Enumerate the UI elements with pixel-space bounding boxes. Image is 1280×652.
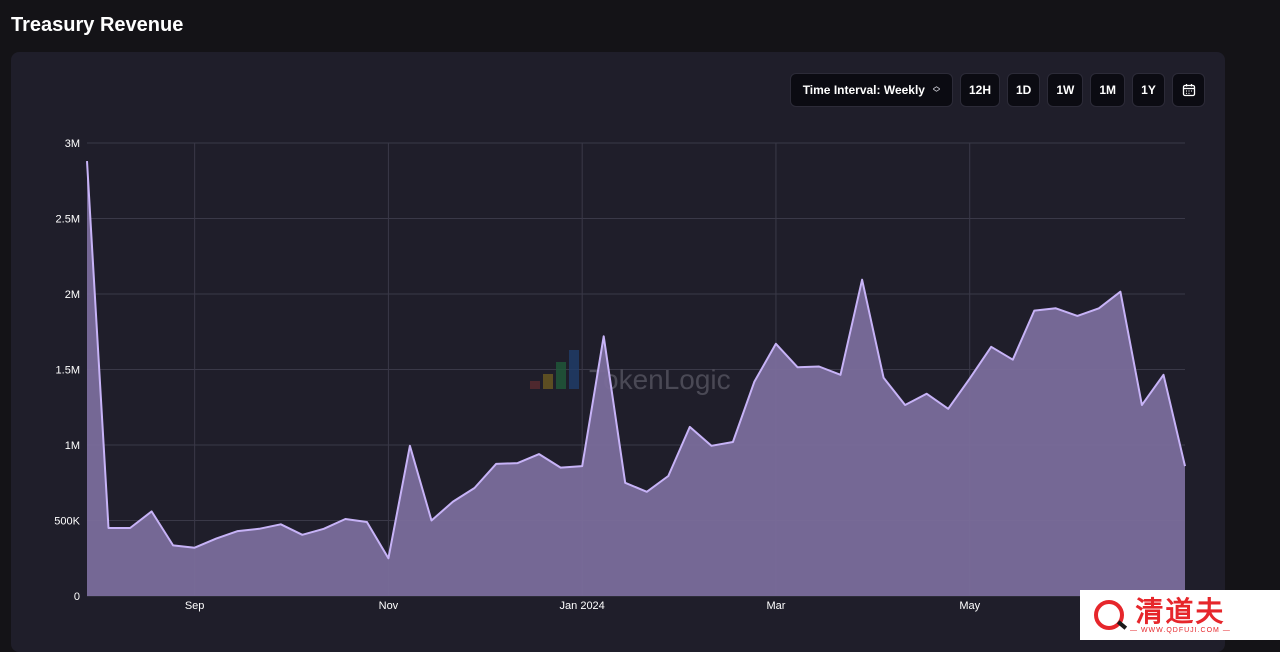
data-point[interactable] bbox=[881, 375, 887, 381]
x-tick-label: May bbox=[959, 600, 980, 612]
data-point[interactable] bbox=[622, 480, 628, 486]
x-tick-label: Mar bbox=[766, 600, 785, 612]
data-point[interactable] bbox=[149, 508, 155, 514]
data-point[interactable] bbox=[235, 528, 241, 534]
data-point[interactable] bbox=[644, 489, 650, 495]
data-point[interactable] bbox=[687, 424, 693, 430]
data-point[interactable] bbox=[988, 344, 994, 350]
calendar-icon bbox=[1182, 84, 1195, 97]
y-tick-label: 2M bbox=[65, 289, 80, 301]
range-button-1y[interactable]: 1Y bbox=[1132, 73, 1165, 107]
data-point[interactable] bbox=[1117, 289, 1123, 295]
data-point[interactable] bbox=[428, 518, 434, 524]
data-point[interactable] bbox=[945, 406, 951, 412]
data-point[interactable] bbox=[342, 516, 348, 522]
brand-text: 清道夫 bbox=[1135, 594, 1226, 628]
data-point[interactable] bbox=[170, 542, 176, 548]
y-tick-label: 1.5M bbox=[56, 365, 80, 377]
data-point[interactable] bbox=[708, 443, 714, 449]
data-point[interactable] bbox=[730, 439, 736, 445]
data-point[interactable] bbox=[450, 499, 456, 505]
data-point[interactable] bbox=[816, 363, 822, 369]
y-tick-label: 0 bbox=[74, 591, 80, 603]
series-area bbox=[87, 161, 1185, 596]
data-point[interactable] bbox=[493, 461, 499, 467]
calendar-button[interactable] bbox=[1172, 73, 1205, 107]
data-point[interactable] bbox=[601, 333, 607, 339]
data-point[interactable] bbox=[213, 536, 219, 542]
y-tick-label: 1M bbox=[65, 440, 80, 452]
data-point[interactable] bbox=[794, 364, 800, 370]
data-point[interactable] bbox=[924, 391, 930, 397]
x-tick-label: Jan 2024 bbox=[560, 600, 605, 612]
data-point[interactable] bbox=[1010, 357, 1016, 363]
range-button-1d[interactable]: 1D bbox=[1006, 73, 1041, 107]
axis-layer: 0 500K 1M 1.5M 2M 2.5M 3M Sep Nov Jan 2024 Mar May bbox=[54, 138, 980, 612]
data-point[interactable] bbox=[751, 379, 757, 385]
data-point[interactable] bbox=[665, 473, 671, 479]
time-interval-label: Time Interval: Weekly bbox=[802, 83, 925, 97]
data-point[interactable] bbox=[106, 525, 112, 531]
data-point[interactable] bbox=[1031, 308, 1037, 314]
data-point[interactable] bbox=[967, 376, 973, 382]
range-button-12h[interactable]: 12H bbox=[959, 73, 1000, 107]
range-button-1m[interactable]: 1M bbox=[1090, 73, 1125, 107]
data-point[interactable] bbox=[364, 519, 370, 525]
data-point[interactable] bbox=[1139, 402, 1145, 408]
data-point[interactable] bbox=[278, 521, 284, 527]
series-line bbox=[86, 161, 1186, 560]
data-point[interactable] bbox=[558, 465, 564, 471]
chevron-up-down-icon: ︿ ﹀ bbox=[932, 83, 940, 97]
time-interval-select[interactable]: Time Interval: Weekly ︿ ﹀ bbox=[789, 73, 953, 107]
data-point[interactable] bbox=[407, 443, 413, 449]
data-point[interactable] bbox=[256, 526, 262, 532]
brand-logo-icon bbox=[1094, 600, 1124, 630]
y-tick-label: 500K bbox=[54, 516, 80, 528]
y-tick-label: 3M bbox=[65, 138, 80, 150]
data-point[interactable] bbox=[1096, 305, 1102, 311]
data-point[interactable] bbox=[84, 158, 90, 164]
series-layer bbox=[84, 158, 1188, 596]
data-point[interactable] bbox=[1053, 305, 1059, 311]
data-point[interactable] bbox=[902, 402, 908, 408]
range-button-1w[interactable]: 1W bbox=[1047, 73, 1084, 107]
tokenlogic-watermark: TokenLogic bbox=[530, 350, 731, 395]
data-point[interactable] bbox=[536, 451, 542, 457]
x-tick-label: Sep bbox=[185, 600, 205, 612]
data-point[interactable] bbox=[859, 277, 865, 283]
data-point[interactable] bbox=[299, 532, 305, 538]
data-point[interactable] bbox=[472, 485, 478, 491]
data-point[interactable] bbox=[773, 341, 779, 347]
watermark-text: TokenLogic bbox=[589, 364, 731, 395]
y-tick-label: 2.5M bbox=[56, 214, 80, 226]
data-point[interactable] bbox=[579, 463, 585, 469]
data-point[interactable] bbox=[192, 545, 198, 551]
chart-toolbar: Time Interval: Weekly ︿ ﹀ 12H 1D 1W 1M 1Y bbox=[789, 73, 1205, 107]
data-point[interactable] bbox=[321, 526, 327, 532]
data-point[interactable] bbox=[1074, 313, 1080, 319]
page-title: Treasury Revenue bbox=[11, 14, 184, 36]
data-point[interactable] bbox=[1160, 372, 1166, 378]
x-tick-label: Nov bbox=[379, 600, 399, 612]
data-point[interactable] bbox=[838, 372, 844, 378]
data-point[interactable] bbox=[515, 460, 521, 466]
data-point[interactable] bbox=[127, 525, 133, 531]
brand-url: — WWW.QDFUJI.COM — bbox=[1130, 626, 1231, 634]
data-point[interactable] bbox=[385, 555, 391, 561]
brand-watermark: 清道夫 — WWW.QDFUJI.COM — bbox=[1080, 590, 1280, 640]
data-point[interactable] bbox=[1182, 463, 1188, 469]
